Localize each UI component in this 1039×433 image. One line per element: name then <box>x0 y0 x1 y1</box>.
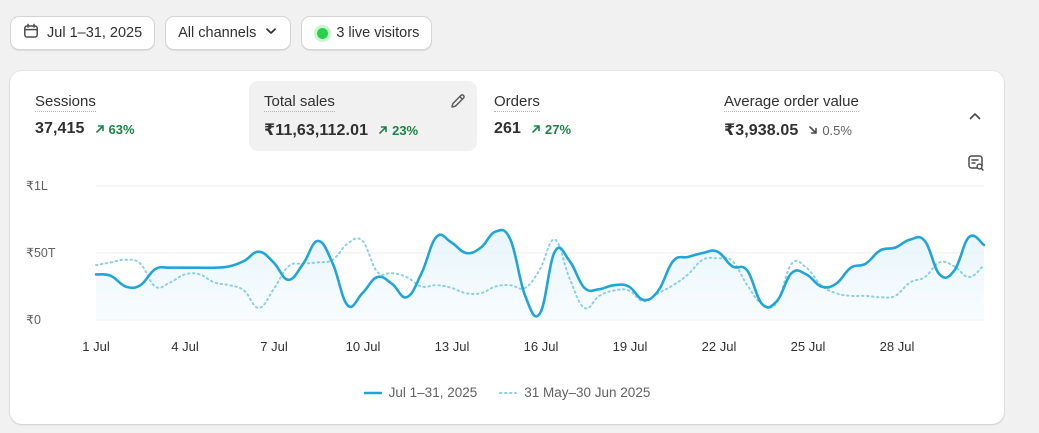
legend-label: 31 May–30 Jun 2025 <box>524 385 651 400</box>
sales-line-chart <box>94 185 986 321</box>
metric-change: 27% <box>531 122 571 137</box>
chart-legend: Jul 1–31, 2025 31 May–30 Jun 2025 <box>10 385 1004 400</box>
chart-insight-icon[interactable] <box>967 154 985 177</box>
x-tick-label: 19 Jul <box>612 339 648 354</box>
x-tick-label: 13 Jul <box>434 339 470 354</box>
x-tick-label: 10 Jul <box>345 339 381 354</box>
legend-item-previous[interactable]: 31 May–30 Jun 2025 <box>499 385 650 400</box>
legend-item-current[interactable]: Jul 1–31, 2025 <box>363 385 478 400</box>
live-status-dot <box>317 27 329 39</box>
y-tick-label: ₹1L <box>26 179 48 193</box>
metric-label: Total sales <box>264 93 335 112</box>
metric-label: Sessions <box>35 93 96 112</box>
legend-solid-line-swatch <box>363 391 382 394</box>
calendar-icon <box>23 23 39 43</box>
arrow-up-right-icon <box>532 125 540 133</box>
y-tick-label: ₹50T <box>26 246 56 260</box>
metric-change-value: 63% <box>108 121 135 137</box>
metric-change: 63% <box>95 122 135 137</box>
legend-dotted-line-swatch <box>499 391 518 394</box>
metric-average-order-value[interactable]: Average order value ₹3,938.05 0.5% <box>709 81 949 151</box>
legend-label: Jul 1–31, 2025 <box>388 385 478 400</box>
series-line-previous <box>95 237 985 310</box>
arrow-up-right-icon <box>379 126 387 134</box>
series-line-current <box>94 228 986 318</box>
x-tick-label: 7 Jul <box>260 339 288 354</box>
filter-toolbar: Jul 1–31, 2025 All channels 3 live visit… <box>10 16 433 50</box>
y-tick-label: ₹0 <box>26 313 41 327</box>
metric-change-value: 27% <box>545 121 572 137</box>
metric-value: ₹3,938.05 <box>724 122 799 139</box>
live-visitors-label: 3 live visitors <box>336 25 420 41</box>
x-tick-label: 16 Jul <box>523 339 559 354</box>
metric-change-value: 23% <box>392 122 419 138</box>
chevron-down-icon <box>264 24 278 42</box>
x-tick-label: 22 Jul <box>701 339 737 354</box>
metric-label: Orders <box>494 93 540 112</box>
metric-label: Average order value <box>724 93 859 112</box>
series-area-fill <box>96 230 984 320</box>
channel-label: All channels <box>178 25 257 41</box>
x-tick-label: 25 Jul <box>790 339 826 354</box>
x-tick-label: 4 Jul <box>171 339 199 354</box>
metric-change-value: 0.5% <box>822 122 852 138</box>
metric-value: 261 <box>494 120 521 137</box>
date-range-label: Jul 1–31, 2025 <box>47 25 143 41</box>
metric-sessions[interactable]: Sessions 37,415 63% <box>20 81 240 151</box>
arrow-down-right-icon <box>809 126 818 134</box>
live-visitors-button[interactable]: 3 live visitors <box>301 16 433 50</box>
date-range-button[interactable]: Jul 1–31, 2025 <box>10 16 156 50</box>
metric-total-sales[interactable]: Total sales ₹11,63,112.01 23% <box>249 81 477 151</box>
metric-change: 23% <box>378 123 418 138</box>
metric-value: ₹11,63,112.01 <box>264 122 369 139</box>
x-tick-label: 28 Jul <box>879 339 915 354</box>
pencil-icon[interactable] <box>449 92 467 115</box>
chevron-up-icon[interactable] <box>966 107 984 130</box>
x-tick-label: 1 Jul <box>82 339 110 354</box>
arrow-up-right-icon <box>95 125 104 133</box>
metric-orders[interactable]: Orders 261 27% <box>479 81 699 151</box>
metric-value: 37,415 <box>35 120 85 137</box>
metric-change: 0.5% <box>808 123 852 138</box>
analytics-card: Sessions 37,415 63% Total sales ₹11,63,1… <box>10 71 1004 424</box>
channel-select[interactable]: All channels <box>165 16 292 50</box>
